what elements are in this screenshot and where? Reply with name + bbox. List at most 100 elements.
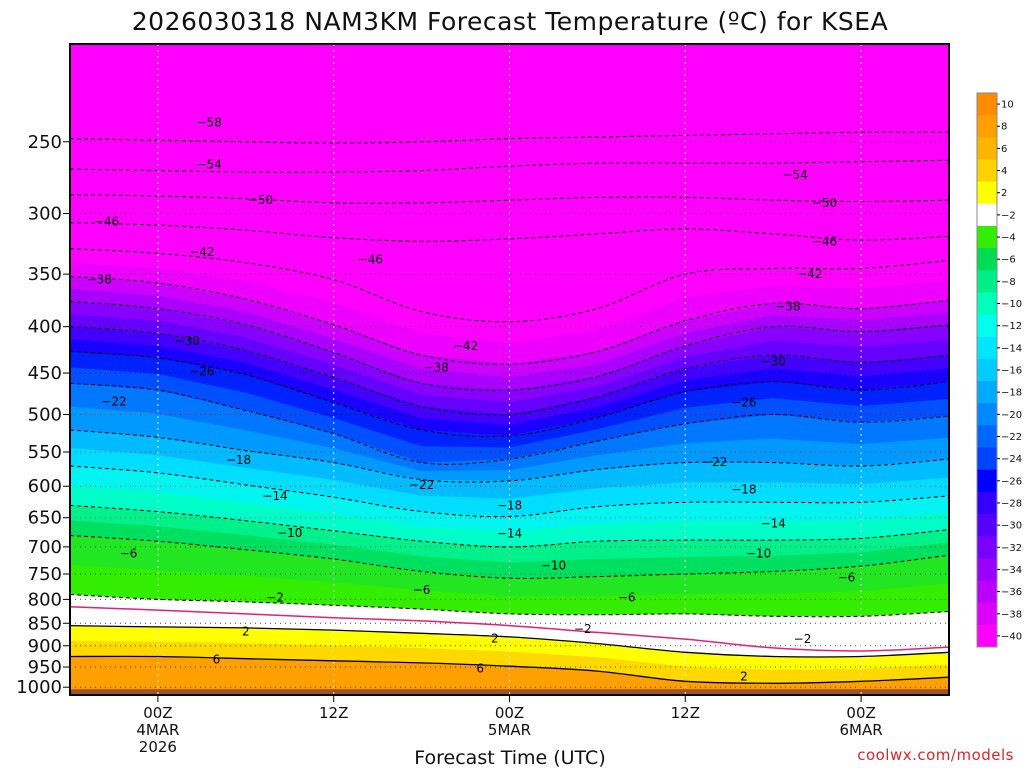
temp-subband (70, 194, 949, 223)
temp-subband (70, 339, 949, 436)
chart-title: 2026030318 NAM3KM Forecast Temperature (… (132, 7, 888, 36)
x-tick-label: 00Z (846, 704, 875, 722)
y-tick-label: 800 (28, 589, 62, 610)
colorbar-label: 10 (1001, 100, 1014, 111)
freezing-line (69, 605, 950, 652)
colorbar-swatch (977, 491, 997, 515)
isotherm-line (69, 429, 950, 483)
colorbar-label: −30 (1001, 521, 1022, 532)
colorbar-swatch (977, 115, 997, 138)
x-tick-label: 4MAR (136, 721, 179, 739)
freezing-line-path (69, 605, 950, 652)
y-tick-label: 850 (28, 613, 62, 634)
y-tick-label: 400 (28, 317, 62, 338)
contour-label: −2 (266, 590, 284, 604)
temp-subband (70, 520, 949, 579)
temp-subband (70, 288, 949, 391)
y-tick-label: 450 (28, 363, 62, 384)
y-tick-label: 1000 (16, 677, 62, 698)
isotherm-line (69, 535, 950, 579)
y-tick-label: 600 (28, 476, 62, 497)
colorbar-swatch (977, 381, 997, 404)
colorbar-label: −20 (1001, 410, 1022, 421)
y-tick-label: 700 (28, 537, 62, 558)
contour-label: −22 (101, 395, 126, 409)
contour-label: −42 (797, 267, 822, 281)
temp-subband (70, 406, 949, 481)
colorbar-swatch (977, 181, 997, 205)
colorbar-swatch (977, 203, 997, 227)
contour-label: −42 (453, 339, 478, 353)
isotherm-line (69, 326, 950, 416)
isotherm-line (69, 655, 950, 684)
colorbar-label: −34 (1001, 565, 1022, 576)
isotherm-line (69, 624, 950, 658)
temp-subband (70, 326, 949, 426)
contour-label: −6 (120, 547, 138, 561)
contour-label: −14 (262, 489, 287, 503)
contour-label: −2 (794, 632, 812, 646)
temp-subband (70, 276, 949, 378)
y-tick-label: 250 (28, 132, 62, 153)
contour-label: −30 (761, 354, 786, 368)
temp-subband (70, 314, 949, 415)
temp-subband (70, 625, 949, 670)
temp-subband (70, 485, 949, 547)
colorbar-label: −38 (1001, 609, 1022, 620)
contour-label: −14 (497, 527, 522, 541)
contour-label: −2 (574, 622, 592, 636)
contour-label: −6 (838, 571, 856, 585)
y-tick-label: 750 (28, 564, 62, 585)
temp-subband (70, 505, 949, 563)
contour-label: −46 (94, 214, 119, 228)
colorbar-swatch (977, 580, 997, 604)
isotherm-line (69, 159, 950, 173)
contour-label: −50 (248, 193, 273, 207)
contour-label: −54 (197, 158, 222, 172)
temp-subband (70, 466, 949, 532)
contour-label: −50 (812, 196, 837, 210)
temp-subband (70, 448, 949, 517)
colorbar-label: −26 (1001, 476, 1022, 487)
temp-subband (70, 367, 949, 463)
contour-label: −18 (226, 453, 251, 467)
contour-label: −38 (775, 300, 800, 314)
colorbar-swatch (977, 292, 997, 316)
y-tick-label: 500 (28, 404, 62, 425)
colorbar-label: −24 (1001, 454, 1022, 465)
isotherm-contours (69, 131, 950, 684)
plot-area: −58 −54 −54 −50 −50 −46 −46 −46 −42 −42 −42 −38 −38 −… (69, 43, 950, 696)
y-tick-label: 300 (28, 203, 62, 224)
isotherm-line (69, 248, 950, 323)
x-tick-label: 12Z (671, 704, 700, 722)
isotherm-line (69, 382, 950, 465)
colorbar: 10 8 6 4 2 −2 −4 −6 −8 −10 −12 −14 −16 −18 −20 −22 −24 −2… (976, 92, 1022, 648)
y-tick-label: 350 (28, 264, 62, 285)
isotherm-line (69, 465, 950, 518)
colorbar-label: 8 (1001, 122, 1007, 133)
isotherm-line (69, 504, 950, 548)
colorbar-label: −4 (1001, 233, 1016, 244)
temp-subband (70, 429, 949, 499)
contour-label: −38 (87, 273, 112, 287)
colorbar-label: −22 (1001, 432, 1022, 443)
colorbar-swatch (977, 137, 997, 160)
colorbar-label: 4 (1001, 166, 1007, 177)
contour-label: −54 (783, 168, 808, 182)
contour-label: −6 (413, 583, 431, 597)
temp-subband (70, 132, 949, 158)
contour-label: −30 (175, 334, 200, 348)
contour-labels: −58 −54 −54 −50 −50 −46 −46 −46 −42 −42 −42 −38 −38 −… (87, 115, 856, 683)
contour-label: −46 (812, 234, 837, 248)
contour-label: 6 (213, 653, 221, 667)
isotherm-line (69, 351, 950, 438)
y-tick-label: 950 (28, 657, 62, 678)
contour-label: −14 (761, 517, 786, 531)
colorbar-label: 2 (1001, 188, 1007, 199)
isotherm-line (69, 300, 950, 391)
colorbar-swatch (977, 336, 997, 360)
colorbar-label: −8 (1001, 277, 1016, 288)
contour-label: 2 (740, 669, 748, 683)
contour-label: −22 (409, 478, 434, 492)
